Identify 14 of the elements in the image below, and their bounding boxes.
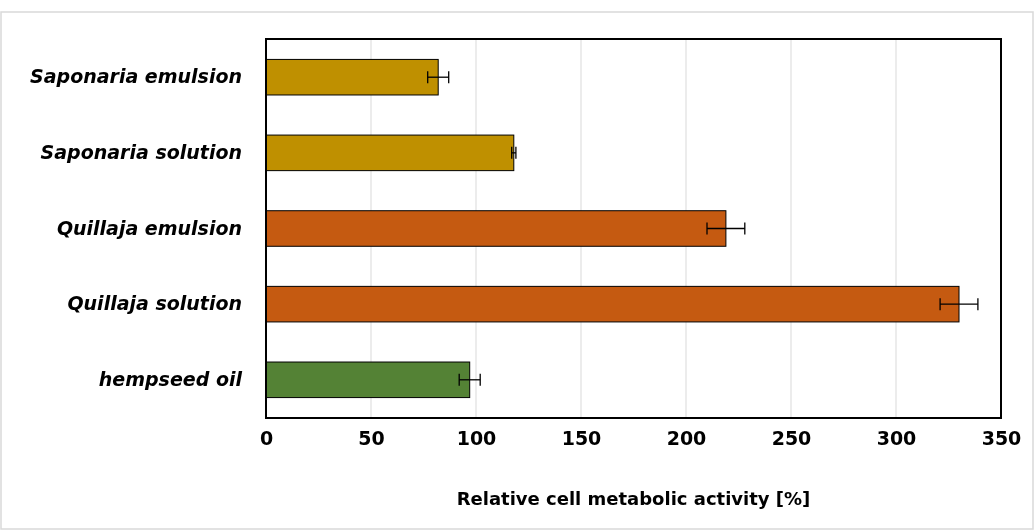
x-tick-label: 0 — [259, 427, 274, 450]
x-axis-title: Relative cell metabolic activity [%] — [456, 488, 811, 509]
x-tick-label: 300 — [876, 427, 917, 450]
y-tick-label: hempseed oil — [98, 367, 243, 390]
y-tick-label: Quillaja solution — [67, 292, 242, 315]
y-tick-label: Quillaja emulsion — [56, 216, 242, 239]
x-tick-label: 200 — [666, 427, 707, 450]
x-tick-label: 250 — [771, 427, 812, 450]
x-tick-label: 150 — [561, 427, 602, 450]
x-tick-label: 350 — [981, 427, 1022, 450]
x-tick-label: 100 — [456, 427, 497, 450]
y-tick-label: Saponaria solution — [40, 140, 242, 163]
x-tick-label: 50 — [358, 427, 385, 450]
y-tick-label: Saponaria emulsion — [30, 65, 242, 88]
